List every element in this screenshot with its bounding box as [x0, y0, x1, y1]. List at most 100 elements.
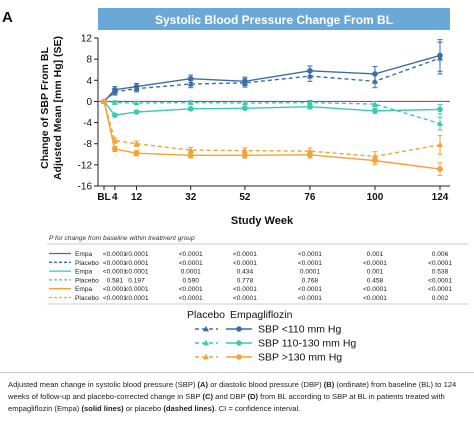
data-point: [306, 72, 313, 79]
figure-svg: A Systolic Blood Pressure Change From BL…: [2, 8, 468, 364]
table-cell-pvalue: <0.0001: [179, 251, 203, 258]
caption-bold: (C): [202, 392, 214, 401]
y-tick-label: 4: [86, 76, 92, 87]
table-cell-pvalue: <0.0001: [103, 269, 127, 276]
data-point: [306, 99, 313, 105]
panel-label: A: [2, 9, 13, 26]
table-cell-pvalue: <0.0001: [125, 251, 149, 258]
caption-bold: (B): [323, 380, 335, 389]
table-cell-pvalue: 0.768: [302, 277, 319, 284]
table-cell-pvalue: <0.0001: [179, 286, 203, 293]
y-tick-label: -12: [78, 160, 93, 171]
legend-placebo-marker: [203, 325, 209, 332]
data-point: [371, 153, 378, 159]
x-axis-label: Study Week: [231, 215, 294, 227]
legend-header-empagliflozin: Empagliflozin: [230, 309, 293, 321]
data-point: [241, 147, 248, 153]
data-point: [242, 152, 248, 159]
caption-text: or placebo: [123, 404, 164, 413]
y-tick-label: -16: [78, 182, 93, 193]
table-cell-pvalue: 0.002: [432, 295, 449, 302]
caption-text: from BL according to SBP at BL in patien…: [8, 392, 445, 413]
table-cell-pvalue: 0.434: [237, 269, 254, 276]
x-tick-label: 76: [304, 192, 316, 203]
data-point: [241, 99, 248, 106]
legend-empa-marker: [236, 340, 242, 346]
table-cell-pvalue: <0.0001: [179, 295, 203, 302]
legend-placebo-marker: [203, 339, 209, 346]
chart-title: Systolic Blood Pressure Change From BL: [155, 13, 393, 27]
data-point: [187, 146, 194, 153]
data-point: [437, 106, 443, 113]
x-tick-label: 4: [112, 192, 118, 203]
series-line-sbp-110-mm-hg-placebo: [103, 57, 441, 102]
table-cell-pvalue: 0.006: [432, 251, 449, 258]
table-row-arm-label: Placebo: [75, 260, 99, 267]
caption-bold: (solid lines): [81, 404, 124, 413]
table-cell-pvalue: <0.0001: [428, 260, 452, 267]
data-point: [133, 85, 140, 92]
data-point: [437, 166, 443, 172]
legend-empa-marker: [236, 354, 242, 360]
data-point: [187, 80, 194, 87]
y-axis-label-line-2: Adjusted Mean [mm Hg] (SE): [52, 36, 64, 180]
table-row-arm-label: Placebo: [75, 295, 99, 302]
caption-text: and DBP: [213, 392, 248, 401]
y-tick-label: 8: [86, 55, 92, 66]
legend: Placebo Empagliflozin SBP <110 mm Hg SBP …: [187, 309, 356, 364]
table-cell-pvalue: <0.0001: [103, 295, 127, 302]
table-cell-pvalue: 0.0001: [181, 269, 202, 276]
data-point: [437, 141, 443, 148]
table-cell-pvalue: <0.0001: [103, 286, 127, 293]
caption-text: Adjusted mean change in systolic blood p…: [8, 380, 198, 389]
data-point: [112, 112, 118, 118]
table-cell-pvalue: 0.590: [182, 277, 199, 284]
table-cell-pvalue: <0.0001: [428, 277, 452, 284]
legend-placebo-marker: [203, 353, 209, 360]
y-tick-label: 0: [86, 97, 92, 108]
y-axis-label: Change of SBP From BL Adjusted Mean [mm …: [39, 36, 64, 180]
caption-bold: (D): [247, 392, 259, 401]
caption-text: . CI = confidence interval.: [214, 404, 301, 413]
pvalue-table-title: P for change from baseline within treatm…: [49, 235, 195, 242]
data-point: [133, 140, 140, 147]
series-line-sbp-110-mm-hg-empa: [103, 54, 441, 102]
x-tick-label: BL: [97, 192, 110, 203]
table-cell-pvalue: <0.0001: [298, 295, 322, 302]
table-cell-pvalue: 0.778: [237, 277, 254, 284]
table-cell-pvalue: <0.0001: [125, 295, 149, 302]
y-axis-label-line-1: Change of SBP From BL: [39, 47, 51, 169]
data-point: [112, 146, 118, 152]
legend-label: SBP <110 mm Hg: [258, 324, 342, 336]
table-cell-pvalue: <0.0001: [233, 251, 257, 258]
data-point: [101, 98, 107, 104]
y-tick-label: -4: [83, 118, 92, 129]
data-point: [371, 78, 378, 84]
table-cell-pvalue: <0.0001: [363, 260, 387, 267]
series-line-sbp-130-mm-hg-placebo: [103, 101, 441, 158]
table-cell-pvalue: 0.538: [432, 269, 449, 276]
pvalue-table: Empa <0.0001<0.0001 <0.0001 <0.0001 <0.0001 0…: [49, 251, 452, 302]
table-cell-pvalue: 0.458: [367, 277, 384, 284]
data-point: [187, 152, 194, 159]
legend-label: SBP 110-130 mm Hg: [258, 338, 356, 350]
table-cell-pvalue: 0.197: [128, 277, 145, 284]
y-tick-label: -8: [83, 139, 92, 150]
data-point: [111, 99, 118, 105]
data-point: [111, 137, 118, 143]
x-tick-label: 32: [185, 192, 197, 203]
table-cell-pvalue: <0.0001: [428, 286, 452, 293]
data-point: [241, 79, 248, 86]
data-point: [371, 100, 378, 107]
table-cell-pvalue: <0.0001: [179, 260, 203, 267]
figure-caption: Adjusted mean change in systolic blood p…: [0, 372, 474, 424]
x-tick-label: 12: [131, 192, 143, 203]
table-cell-pvalue: <0.0001: [125, 269, 149, 276]
table-cell-pvalue: <0.0001: [233, 286, 257, 293]
table-cell-pvalue: <0.0001: [103, 251, 127, 258]
table-cell-pvalue: <0.0001: [233, 295, 257, 302]
table-cell-pvalue: <0.0001: [363, 286, 387, 293]
series-line-sbp-110-130-mm-hg-placebo: [103, 100, 441, 125]
caption-text: (ordinate) from baseline (BL) to 124 wee…: [8, 380, 457, 401]
